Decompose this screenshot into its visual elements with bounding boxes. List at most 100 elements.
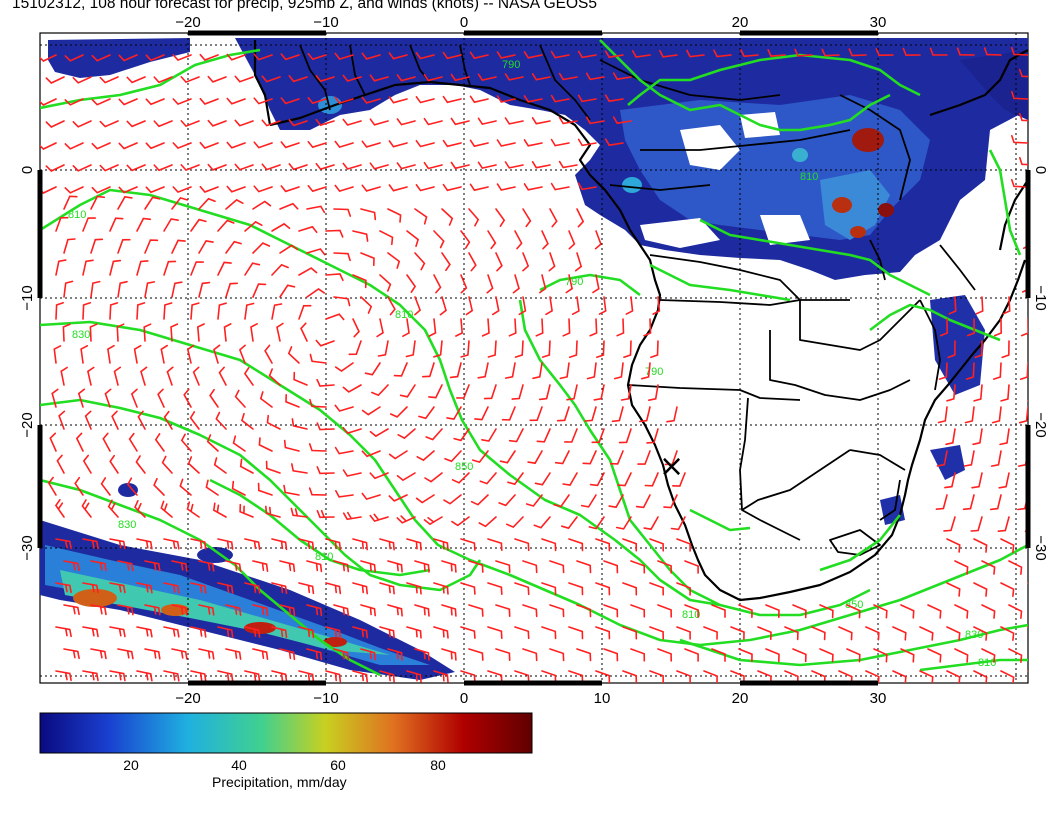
wind-barb — [936, 450, 948, 467]
wind-barb — [1011, 179, 1028, 188]
wind-barb — [919, 670, 934, 683]
wind-barb — [334, 140, 354, 149]
wind-barb — [100, 477, 111, 496]
wind-barb — [276, 322, 284, 342]
wind-barb — [415, 96, 435, 104]
wind-barb — [1002, 296, 1011, 315]
wind-barb — [55, 259, 67, 276]
wind-barb — [945, 428, 956, 446]
wind-barb — [199, 53, 219, 61]
wind-barb — [468, 648, 484, 661]
wind-barb — [217, 302, 227, 320]
wind-barb — [481, 428, 497, 442]
wind-barb — [973, 538, 988, 553]
wind-barb — [116, 323, 125, 342]
wind-barb — [90, 280, 101, 298]
wind-barb — [873, 604, 888, 619]
wind-barb — [522, 252, 530, 272]
wind-barb — [954, 648, 969, 663]
wind-barb — [253, 141, 273, 149]
wind-barb — [360, 604, 376, 617]
wind-barb — [415, 140, 435, 148]
wind-barb — [415, 184, 435, 192]
wind-barb — [514, 340, 524, 358]
wind-barb — [892, 670, 907, 683]
wind-barb — [288, 119, 308, 127]
wind-barb — [80, 345, 89, 364]
wind-barb — [64, 54, 84, 62]
wind-barb — [649, 626, 664, 640]
wind-barb — [504, 73, 524, 81]
wind-barb — [1000, 384, 1010, 402]
wind-barb — [612, 72, 632, 81]
wind-barb — [325, 229, 344, 238]
wind-barb — [902, 47, 921, 57]
wind-barb — [63, 280, 74, 298]
wind-barb — [334, 446, 354, 455]
wind-barb — [388, 494, 408, 502]
wind-barb — [118, 54, 138, 62]
wind-barb — [82, 626, 99, 638]
wind-barb — [271, 263, 289, 276]
wind-barb — [972, 428, 983, 446]
wind-barb — [487, 538, 503, 551]
wind-barb — [414, 252, 426, 271]
wind-barb — [487, 230, 497, 250]
wind-barb — [514, 230, 523, 250]
wind-barb — [334, 404, 354, 412]
wind-barb — [225, 648, 242, 660]
wind-barb — [40, 98, 57, 106]
wind-barb — [81, 499, 92, 518]
wind-barb — [1000, 670, 1015, 683]
wind-barb — [1011, 135, 1028, 144]
wind-barb — [501, 406, 516, 421]
wind-barb — [944, 472, 956, 489]
wind-barb — [531, 117, 551, 125]
wind-barb — [136, 538, 153, 550]
wind-barb — [684, 604, 699, 618]
wind-barb — [406, 230, 420, 248]
wind-barb — [231, 480, 246, 496]
wind-barb — [622, 626, 638, 640]
wind-barb — [291, 463, 308, 474]
wind-barb — [512, 274, 520, 294]
wind-barb — [469, 95, 489, 104]
wind-barb — [243, 367, 254, 386]
wind-barb — [577, 94, 597, 103]
lon-label: 20 — [732, 690, 749, 707]
wind-barb — [937, 406, 948, 424]
wind-barb — [568, 538, 584, 552]
wind-barb — [240, 412, 254, 430]
wind-barb — [423, 117, 443, 126]
wind-barb — [109, 302, 119, 320]
wind-barb — [163, 538, 180, 550]
contour-label: 850 — [845, 599, 863, 611]
wind-barb — [264, 344, 273, 364]
wind-barb — [280, 185, 300, 193]
wind-barb — [161, 455, 173, 474]
wind-barb — [72, 164, 92, 172]
wind-barb — [425, 428, 443, 441]
wind-barb — [630, 560, 646, 574]
wind-barb — [342, 384, 362, 393]
wind-barb — [496, 183, 516, 191]
wind-barb — [217, 219, 235, 232]
wind-barb — [334, 362, 354, 372]
wind-barb — [846, 604, 861, 619]
wind-barb — [239, 458, 254, 474]
wind-barb — [198, 604, 215, 616]
wind-barb — [468, 252, 477, 272]
wind-barb — [55, 670, 72, 682]
wind-barb — [361, 52, 381, 60]
wind-barb — [765, 604, 780, 619]
wind-barb — [377, 340, 389, 357]
wind-barb — [271, 582, 288, 595]
wind-barb — [361, 184, 381, 192]
wind-barb — [529, 406, 543, 422]
wind-barb — [226, 141, 246, 149]
wind-barb — [623, 340, 632, 358]
wind-barb — [352, 670, 368, 683]
wind-barb — [580, 494, 597, 508]
wind-barb — [325, 670, 342, 683]
wind-barb — [423, 161, 443, 170]
